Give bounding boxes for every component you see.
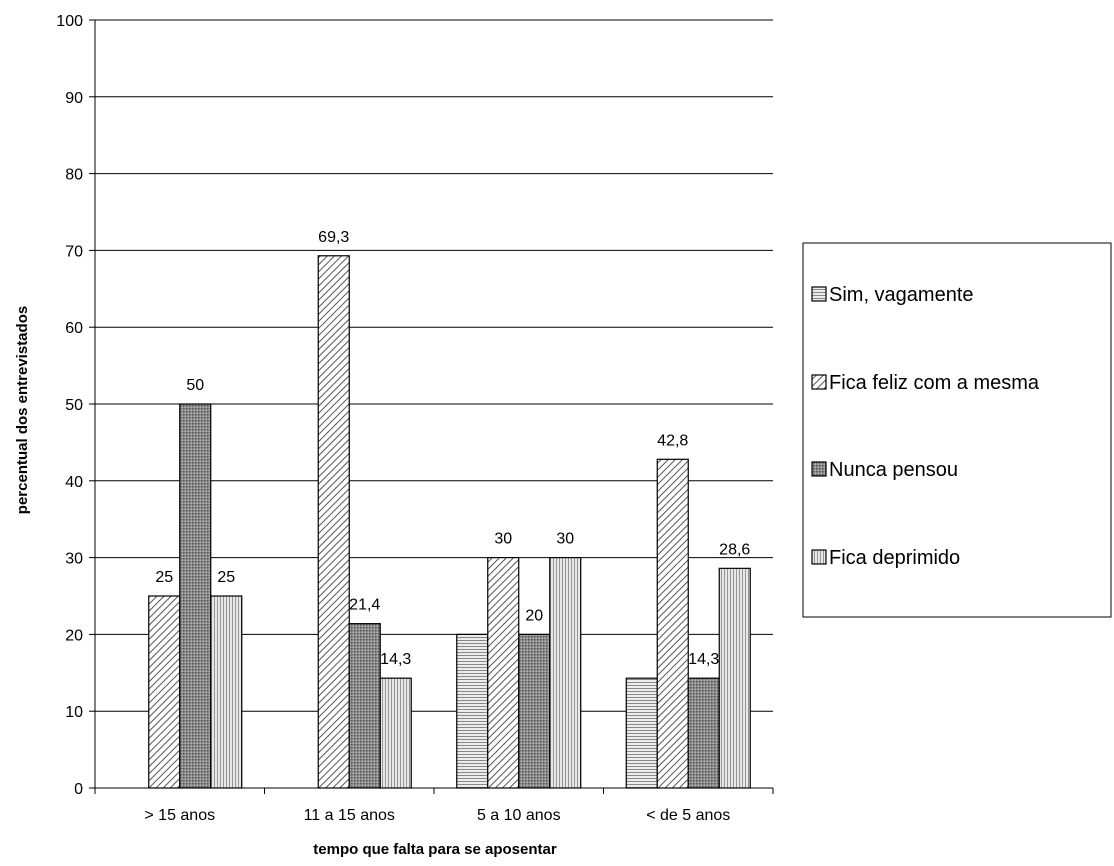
y-tick-label: 20 — [65, 627, 83, 644]
y-tick-label: 60 — [65, 320, 83, 337]
bar — [487, 556, 520, 789]
x-tick-label: < de 5 anos — [646, 807, 730, 824]
legend-label: Fica feliz com a mesma — [829, 372, 1040, 394]
bar — [518, 633, 551, 789]
y-tick-label: 50 — [65, 397, 83, 414]
x-axis-ticks: > 15 anos 11 a 15 anos 5 a 10 anos < de 5 a… — [94, 788, 774, 824]
bar — [210, 595, 243, 789]
y-axis-title: percentual dos entrevistados — [14, 306, 31, 514]
bar — [317, 255, 350, 789]
legend-label: Nunca pensou — [829, 459, 958, 481]
bar — [179, 403, 212, 789]
bar — [348, 623, 381, 789]
y-tick-label: 40 — [65, 474, 83, 491]
data-label: 69,3 — [318, 229, 349, 246]
bar — [625, 677, 658, 789]
data-label: 25 — [217, 569, 235, 586]
bar — [687, 677, 720, 789]
y-tick-label: 0 — [74, 781, 83, 798]
x-tick-label: > 15 anos — [144, 807, 215, 824]
data-label: 30 — [494, 531, 512, 548]
data-labels: 25 50 25 69,3 21,4 14,3 30 20 30 42,8 14,3 28,6 — [155, 229, 750, 668]
bars — [148, 255, 751, 789]
data-label: 25 — [155, 569, 173, 586]
legend-label: Fica deprimido — [829, 547, 960, 569]
bar — [718, 567, 751, 789]
legend-swatch — [811, 374, 827, 390]
legend-label: Sim, vagamente — [829, 284, 974, 306]
data-label: 42,8 — [657, 432, 688, 449]
bar — [456, 633, 489, 789]
legend-swatch — [811, 286, 827, 302]
x-tick-label: 5 a 10 anos — [477, 807, 561, 824]
y-tick-label: 30 — [65, 551, 83, 568]
x-tick-label: 11 a 15 anos — [304, 807, 395, 824]
axes — [94, 20, 773, 789]
bar — [379, 677, 412, 789]
data-label: 21,4 — [349, 597, 380, 614]
data-label: 14,3 — [380, 651, 411, 668]
data-label: 50 — [186, 377, 204, 394]
legend-box — [802, 242, 1112, 618]
data-label: 20 — [525, 607, 543, 624]
data-label: 14,3 — [688, 651, 719, 668]
bar — [148, 595, 181, 789]
y-tick-label: 80 — [65, 167, 83, 184]
y-tick-label: 90 — [65, 90, 83, 107]
bar — [656, 458, 689, 789]
legend-swatch — [811, 461, 827, 477]
y-tick-label: 10 — [65, 704, 83, 721]
x-axis-title: tempo que falta para se aposentar — [313, 841, 557, 858]
y-axis-ticks: 0 10 20 30 40 50 60 70 80 90 100 — [56, 13, 95, 798]
data-label: 30 — [556, 531, 574, 548]
legend: Sim, vagamente Fica feliz com a mesma Nunc… — [802, 242, 1112, 618]
legend-swatch — [811, 549, 827, 565]
bar — [549, 556, 582, 789]
y-tick-label: 70 — [65, 243, 83, 260]
data-label: 28,6 — [719, 541, 750, 558]
y-tick-label: 100 — [56, 13, 83, 30]
